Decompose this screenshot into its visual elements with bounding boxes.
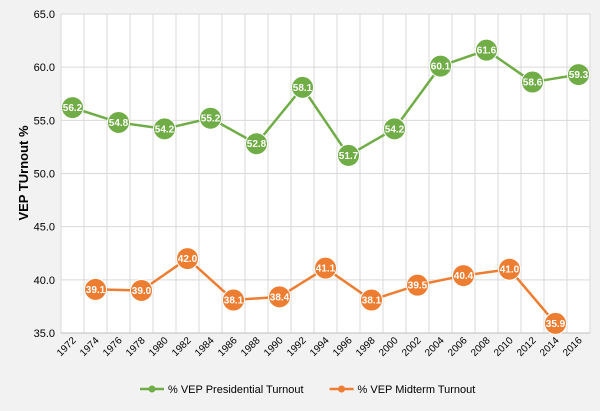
legend-label: % VEP Midterm Turnout bbox=[358, 384, 476, 396]
data-point-marker bbox=[567, 63, 590, 87]
legend-swatch-marker bbox=[148, 385, 156, 393]
legend-item: % VEP Presidential Turnout bbox=[140, 384, 304, 396]
data-point-marker bbox=[544, 311, 567, 335]
legend-item: % VEP Midterm Turnout bbox=[329, 384, 476, 396]
data-label: 54.2 bbox=[155, 124, 175, 135]
data-point-marker bbox=[222, 288, 245, 312]
data-label: 41.0 bbox=[500, 265, 520, 276]
data-label: 60.1 bbox=[431, 62, 451, 73]
data-label: 54.2 bbox=[385, 124, 405, 135]
data-point-marker bbox=[130, 278, 153, 302]
y-tick-label: 55.0 bbox=[34, 115, 55, 127]
legend-swatch-marker bbox=[338, 385, 346, 393]
data-label: 38.1 bbox=[224, 296, 244, 307]
data-point-marker bbox=[498, 257, 521, 281]
data-point-marker bbox=[199, 106, 222, 130]
y-tick-label: 50.0 bbox=[34, 169, 55, 181]
series-group: 56.2 54.8 54.2 55.2 52.8 58.1 51.7 54.2 60.1 61.6… bbox=[61, 38, 590, 167]
data-point-marker bbox=[475, 38, 498, 62]
data-point-marker bbox=[406, 273, 429, 297]
data-label: 39.0 bbox=[132, 286, 152, 297]
series-group: 39.1 39.0 42.0 38.1 38.4 41.1 38.1 39.5 40.4 41.0… bbox=[84, 247, 567, 335]
data-label: 58.1 bbox=[293, 83, 313, 94]
data-label: 59.3 bbox=[569, 70, 589, 81]
data-label: 39.1 bbox=[86, 285, 106, 296]
data-label: 41.1 bbox=[316, 264, 336, 275]
data-label: 54.8 bbox=[109, 118, 129, 129]
data-point-marker bbox=[452, 264, 475, 288]
data-label: 42.0 bbox=[178, 254, 198, 265]
data-label: 55.2 bbox=[201, 114, 221, 125]
y-tick-label: 35.0 bbox=[34, 328, 55, 340]
data-point-marker bbox=[176, 247, 199, 271]
data-label: 56.2 bbox=[63, 103, 83, 114]
data-point-marker bbox=[521, 70, 544, 94]
data-label: 52.8 bbox=[247, 139, 267, 150]
y-tick-label: 60.0 bbox=[34, 62, 55, 74]
data-point-marker bbox=[245, 132, 268, 156]
y-tick-label: 40.0 bbox=[34, 275, 55, 287]
y-tick-label: 65.0 bbox=[34, 9, 55, 21]
legend: % VEP Presidential Turnout % VEP Midterm … bbox=[140, 384, 475, 396]
data-point-marker bbox=[153, 117, 176, 141]
y-tick-label: 45.0 bbox=[34, 222, 55, 234]
data-label: 40.4 bbox=[454, 271, 474, 282]
data-point-marker bbox=[429, 54, 452, 78]
data-label: 51.7 bbox=[339, 151, 359, 162]
data-label: 35.9 bbox=[546, 319, 566, 330]
data-label: 38.4 bbox=[270, 292, 290, 303]
data-label: 39.5 bbox=[408, 281, 428, 292]
data-point-marker bbox=[107, 110, 130, 134]
data-point-marker bbox=[84, 277, 107, 301]
y-axis-label: VEP TUrnout % bbox=[16, 125, 31, 221]
data-point-marker bbox=[383, 117, 406, 141]
data-label: 61.6 bbox=[477, 46, 497, 57]
data-point-marker bbox=[61, 96, 84, 120]
legend-label: % VEP Presidential Turnout bbox=[168, 384, 304, 396]
data-point-marker bbox=[268, 285, 291, 309]
data-point-marker bbox=[360, 288, 383, 312]
series-layer: 56.2 54.8 54.2 55.2 52.8 58.1 51.7 54.2 60.1 61.6… bbox=[61, 38, 590, 335]
data-point-marker bbox=[291, 75, 314, 99]
data-point-marker bbox=[314, 256, 337, 280]
data-label: 58.6 bbox=[523, 78, 543, 89]
data-label: 38.1 bbox=[362, 296, 382, 307]
data-point-marker bbox=[337, 143, 360, 167]
